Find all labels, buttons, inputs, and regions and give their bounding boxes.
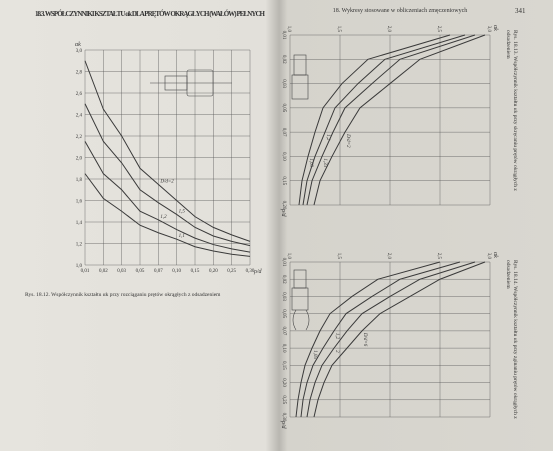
curve	[84, 103, 251, 247]
x-tick-label: 0,10	[281, 152, 286, 161]
y-tick-label: 1,0	[76, 264, 83, 269]
curve-label: 1,2	[160, 215, 167, 220]
figure-caption: Rys. 18.13. Współczynnik kształtu αk prz…	[505, 30, 518, 191]
curve-label: D/d=2	[345, 133, 350, 148]
x-tick-label: 0,05	[281, 309, 286, 318]
x-tick-label: 0,20	[281, 378, 286, 387]
x-tick-label: 0,02	[281, 275, 286, 284]
y-tick-label: 2,8	[76, 71, 83, 76]
shaft-sketch	[150, 69, 232, 97]
x-tick-label: 0,07	[281, 327, 286, 336]
figure-chart: 0,01 0,02 0,03 0,05 0,07 0,10 0,15 0,20 0,25 0,30…	[75, 42, 263, 275]
x-tick-label: 0,10	[281, 344, 286, 353]
y-tick-label: 3,0	[76, 49, 83, 54]
figure-chart: 0,01 0,02 0,03 0,05 0,07 0,10 0,15 0,20 1,0 1,5 2,…	[280, 25, 498, 218]
curve	[302, 34, 466, 206]
page-number: 341	[515, 7, 526, 15]
curve-label: 1,2	[325, 134, 330, 141]
y-tick-label: 1,5	[336, 253, 341, 260]
x-tick-label: 0,01	[81, 269, 90, 274]
x-tick-label: 0,07	[281, 128, 286, 137]
x-tick-label: 0,07	[154, 269, 163, 274]
curve-label: 1,1	[179, 234, 185, 239]
x-tick-label: 0,15	[281, 176, 286, 185]
curve-label: 2	[334, 350, 339, 353]
curve-label: 1,09	[308, 158, 313, 167]
x-tick-label: 0,02	[281, 55, 286, 64]
figure-caption: Rys. 18.12. Współczynnik kształtu αk prz…	[25, 292, 221, 298]
curve-label: 1,5	[179, 209, 186, 214]
curve	[84, 141, 251, 253]
curve	[306, 34, 476, 206]
x-tick-label: 0,15	[191, 269, 200, 274]
x-tick-label: 0,01	[281, 31, 286, 40]
x-tick-label: 0,03	[117, 269, 126, 274]
curve	[306, 261, 476, 418]
y-tick-label: 3,0	[486, 26, 491, 33]
curve-label: D/d=6	[362, 332, 367, 347]
curve-label: D/d=2	[159, 179, 174, 184]
curve-label: 1,2	[334, 333, 339, 340]
x-tick-label: 0,03	[281, 79, 286, 88]
y-axis-label: αk	[75, 42, 81, 48]
figure-chart: 0,01 0,02 0,03 0,05 0,07 0,10 0,15 0,20 0,25 0,30…	[280, 252, 498, 430]
y-tick-label: 2,5	[436, 26, 441, 33]
y-tick-label: 1,5	[336, 26, 341, 33]
y-tick-label: 2,6	[76, 92, 83, 97]
x-tick-label: 0,20	[281, 201, 286, 210]
x-tick-label: 0,02	[99, 269, 108, 274]
x-tick-label: 0,01	[281, 258, 286, 267]
x-axis-label: ρ/d	[253, 269, 263, 275]
curve	[84, 173, 251, 257]
x-tick-label: 0,03	[281, 292, 286, 301]
x-tick-label: 0,30	[281, 413, 286, 422]
x-tick-label: 0,30	[246, 269, 255, 274]
y-tick-label: 1,4	[76, 221, 83, 226]
y-tick-label: 2,0	[76, 157, 83, 162]
x-tick-label: 0,05	[136, 269, 145, 274]
y-tick-label: 1,6	[76, 200, 83, 205]
section-title: 18.3. WSPÓŁCZYNNIKI KSZTAŁTU αk DLA PRĘT…	[35, 10, 266, 18]
x-tick-label: 0,15	[281, 361, 286, 370]
x-axis-label: ρ/d	[280, 208, 286, 218]
curve-label: 1,33	[322, 158, 327, 167]
x-tick-label: 0,20	[209, 269, 218, 274]
running-head: 18. Wykresy stosowane w obliczeniach zmę…	[333, 8, 467, 14]
y-tick-label: 2,0	[386, 26, 391, 33]
curve	[313, 34, 486, 206]
x-axis-label: ρ/d	[280, 420, 286, 430]
x-tick-label: 0,10	[172, 269, 181, 274]
y-tick-label: 2,4	[76, 114, 83, 119]
y-tick-label: 1,0	[286, 253, 291, 260]
y-tick-label: 3,0	[486, 253, 491, 260]
y-tick-label: 2,5	[436, 253, 441, 260]
y-tick-label: 1,2	[76, 243, 83, 248]
shaft-sketch	[291, 54, 310, 331]
curve	[298, 34, 451, 206]
figure-caption: Rys. 18.14. Współczynnik kształtu αk prz…	[505, 260, 518, 419]
x-tick-label: 0,25	[281, 395, 286, 404]
curve	[313, 261, 486, 418]
y-tick-label: 2,0	[386, 253, 391, 260]
curve	[295, 261, 441, 418]
y-tick-label: 1,8	[76, 178, 83, 183]
y-axis-label: αk	[492, 25, 498, 31]
curve	[300, 261, 461, 418]
y-tick-label: 2,2	[76, 135, 83, 140]
x-tick-label: 0,05	[281, 103, 286, 112]
curve	[84, 60, 251, 242]
curve-label: 1,05	[312, 350, 317, 359]
y-axis-label: αk	[492, 252, 498, 258]
y-tick-label: 1,0	[286, 26, 291, 33]
x-tick-label: 0,25	[227, 269, 236, 274]
